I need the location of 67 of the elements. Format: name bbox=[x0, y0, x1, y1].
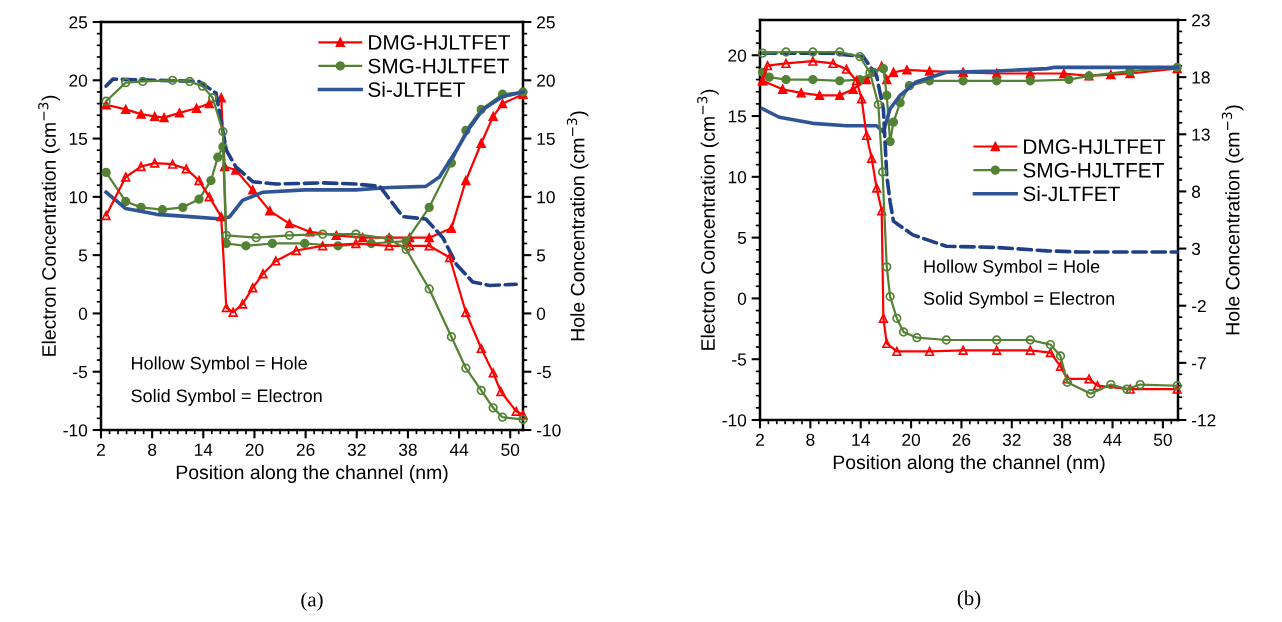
y-tick-label: 25 bbox=[69, 16, 88, 29]
x-tick-label: 44 bbox=[449, 443, 469, 456]
annotation: Solid Symbol = Electron bbox=[923, 291, 1115, 309]
y-tick-label: -5 bbox=[732, 353, 747, 366]
y-tick-label: 0 bbox=[78, 307, 88, 320]
x-tick-label: 14 bbox=[852, 433, 870, 446]
legend-label: Si-JLTFET bbox=[1023, 185, 1120, 202]
x-tick-label: 2 bbox=[756, 433, 764, 446]
y2-tick-label: 18 bbox=[1192, 71, 1210, 84]
y2-tick-label: 25 bbox=[537, 16, 555, 29]
y-tick-label: -5 bbox=[73, 366, 88, 379]
x-tick-label: 2 bbox=[97, 443, 105, 456]
y-tick-label: 0 bbox=[737, 292, 747, 305]
legend-label: Si-JLTFET bbox=[368, 81, 465, 97]
annotation: Hollow Symbol = Hole bbox=[132, 356, 307, 374]
y-axis-title: Electron Concentration (cm$^{−3}$) bbox=[38, 95, 60, 356]
y-tick-label: 10 bbox=[728, 171, 747, 184]
y2-tick-label: -7 bbox=[1191, 357, 1206, 370]
y2-tick-label: -5 bbox=[536, 366, 551, 379]
x-tick-label: 26 bbox=[296, 443, 315, 456]
y-tick-label: 5 bbox=[78, 249, 88, 262]
y-tick-label: 15 bbox=[69, 132, 88, 146]
y-tick-label: -10 bbox=[63, 424, 88, 437]
legend-label: DMG-HJLTFET bbox=[1024, 139, 1166, 155]
x-tick-label: 8 bbox=[806, 433, 815, 446]
y-tick-label: 5 bbox=[737, 231, 747, 245]
y2-tick-label: -2 bbox=[1191, 299, 1206, 312]
y2-tick-label: 5 bbox=[536, 249, 546, 262]
x-tick-label: 26 bbox=[952, 433, 971, 446]
annotation: Solid Symbol = Electron bbox=[131, 388, 322, 406]
y-tick-label: 20 bbox=[69, 74, 88, 87]
y-tick-label: -10 bbox=[722, 414, 747, 427]
y-tick-label: 20 bbox=[728, 49, 747, 62]
y2-tick-label: -10 bbox=[536, 424, 561, 437]
x-tick-label: 20 bbox=[245, 443, 264, 456]
y2-axis-title: Hole Concentration (cm$^{−3}$) bbox=[1221, 105, 1244, 335]
x-tick-label: 50 bbox=[501, 443, 520, 456]
y2-tick-label: 3 bbox=[1191, 242, 1201, 256]
x-axis-title: Position along the channel (nm) bbox=[833, 454, 1105, 474]
annotation: Hollow Symbol = Hole bbox=[924, 259, 1100, 277]
y-tick-label: 10 bbox=[69, 191, 88, 204]
y2-tick-label: 20 bbox=[537, 74, 555, 87]
x-tick-label: 14 bbox=[194, 443, 213, 456]
legend-label: SMG-HJLTFET bbox=[368, 58, 509, 74]
x-tick-label: 20 bbox=[902, 433, 921, 446]
y2-tick-label: 10 bbox=[537, 191, 555, 204]
x-tick-label: 32 bbox=[347, 443, 366, 456]
y2-tick-label: 8 bbox=[1191, 185, 1201, 198]
y2-tick-label: 13 bbox=[1192, 128, 1210, 141]
y2-tick-label: 23 bbox=[1192, 14, 1210, 27]
legend-label: SMG-HJLTFET bbox=[1023, 162, 1164, 178]
legend-label: DMG-HJLTFET bbox=[369, 35, 511, 50]
x-tick-label: 38 bbox=[398, 443, 417, 456]
y2-tick-label: 15 bbox=[537, 132, 555, 146]
y2-tick-label: 0 bbox=[536, 307, 546, 320]
x-tick-label: 50 bbox=[1153, 433, 1172, 446]
y-tick-label: 15 bbox=[728, 110, 747, 123]
y2-tick-label: -12 bbox=[1191, 414, 1216, 427]
x-tick-label: 38 bbox=[1053, 433, 1072, 446]
y2-axis-title: Hole Concentration (cm$^{−3}$) bbox=[566, 111, 589, 341]
x-tick-label: 32 bbox=[1002, 433, 1021, 446]
text: (b) bbox=[957, 590, 981, 610]
x-tick-label: 44 bbox=[1103, 433, 1122, 446]
x-axis-title: Position along the channel (nm) bbox=[176, 464, 448, 484]
x-tick-label: 8 bbox=[148, 443, 157, 456]
text: (a) bbox=[301, 591, 323, 611]
y-axis-title: Electron Concentration (cm$^{−3}$) bbox=[697, 89, 719, 350]
